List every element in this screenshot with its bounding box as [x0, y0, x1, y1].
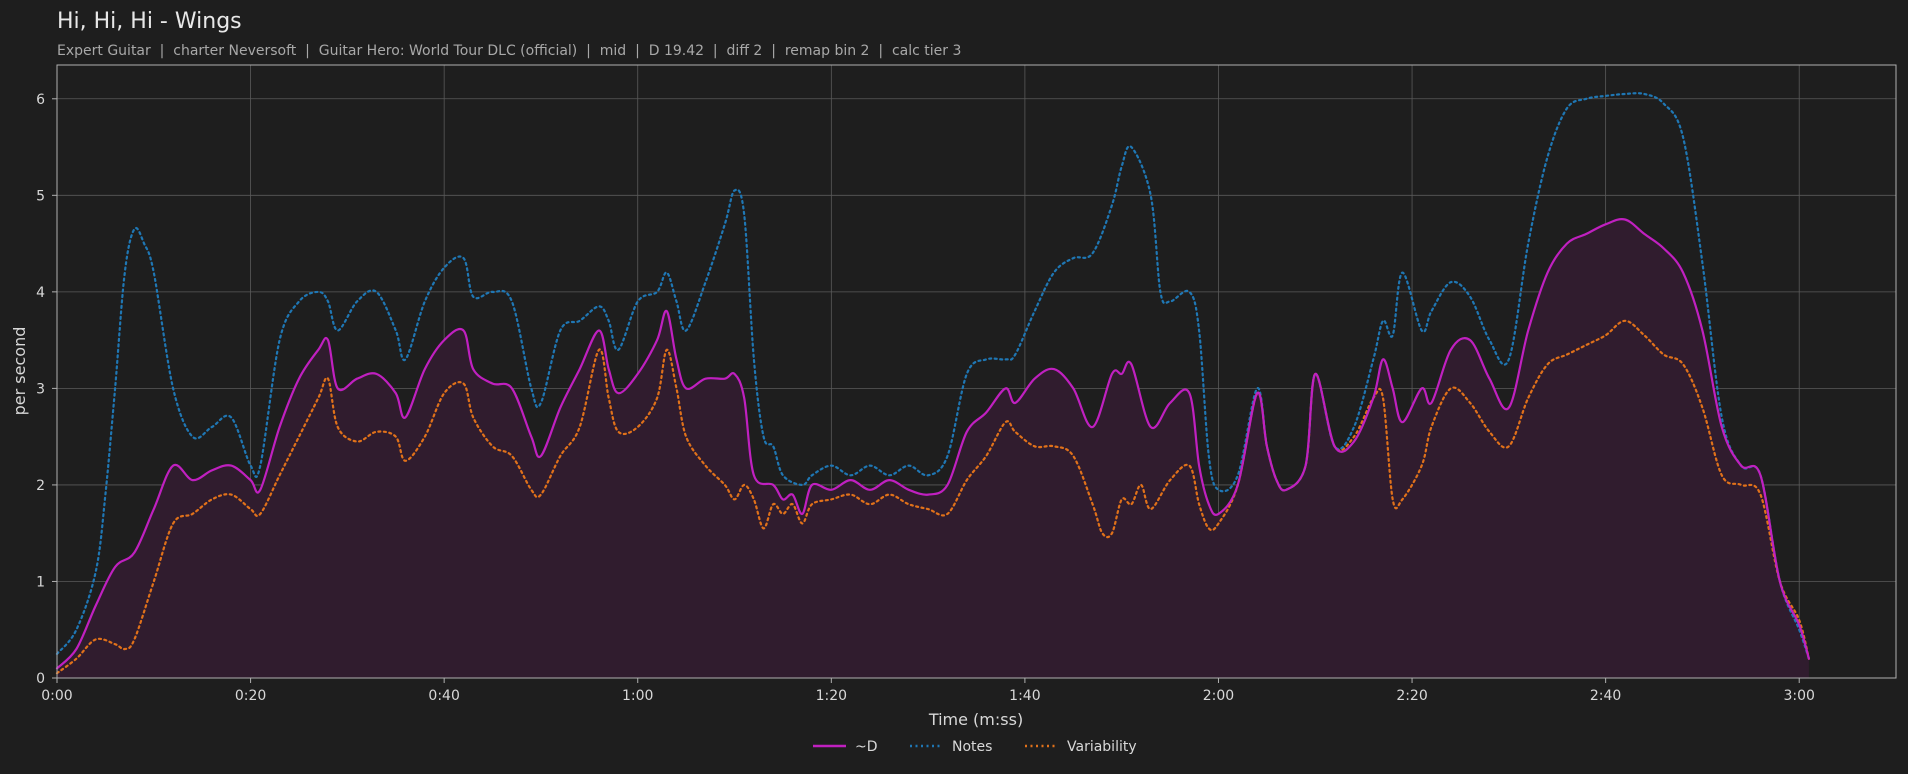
x-axis-label: Time (m:ss)	[928, 710, 1023, 729]
y-tick-label: 6	[36, 92, 45, 108]
y-tick-label: 4	[36, 285, 45, 301]
chart-title: Hi, Hi, Hi - Wings	[57, 9, 242, 34]
series-layer	[55, 92, 1810, 678]
legend-variability-label: Variability	[1067, 739, 1137, 755]
x-tick-label: 0:40	[428, 688, 459, 704]
series-variability-line	[55, 319, 1810, 675]
x-axis-ticks: 0:00 0:20 0:40 1:00 1:20 1:40 2:00 2:20 2:40 3:00	[41, 678, 1815, 704]
x-tick-label: 1:00	[622, 688, 653, 704]
x-tick-label: 0:00	[41, 688, 72, 704]
x-tick-label: 2:20	[1396, 688, 1427, 704]
chart-subtitle: Expert Guitar | charter Neversoft | Guit…	[57, 43, 961, 59]
x-tick-label: 0:20	[235, 688, 266, 704]
legend-d-label: ~D	[855, 739, 878, 755]
y-tick-label: 0	[36, 671, 45, 687]
legend: ~D Notes Variability	[813, 739, 1137, 755]
x-tick-label: 1:40	[1009, 688, 1040, 704]
y-tick-label: 2	[36, 478, 45, 494]
y-axis-label: per second	[10, 327, 29, 416]
x-tick-label: 1:20	[816, 688, 847, 704]
series-notes-line	[55, 92, 1810, 660]
x-tick-label: 2:00	[1203, 688, 1234, 704]
y-tick-label: 1	[36, 574, 45, 590]
y-tick-label: 3	[36, 381, 45, 397]
y-axis-ticks: 0 1 2 3 4 5 6	[36, 92, 57, 687]
legend-notes-label: Notes	[952, 739, 992, 755]
x-tick-label: 3:00	[1783, 688, 1814, 704]
series-d-line	[55, 218, 1810, 670]
y-tick-label: 5	[36, 188, 45, 204]
plot-frame	[56, 64, 1897, 679]
series-d-area	[57, 219, 1809, 678]
x-tick-label: 2:40	[1590, 688, 1621, 704]
